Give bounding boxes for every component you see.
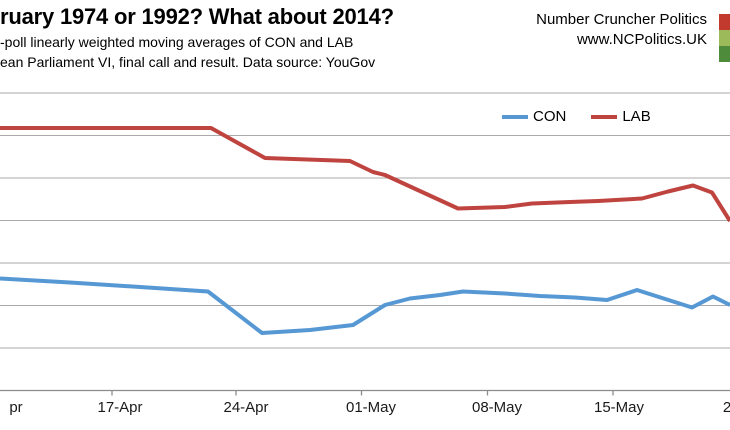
chart-subtitle-line2: ean Parliament VI, final call and result… <box>0 54 376 70</box>
brand-logo-square <box>719 46 730 62</box>
legend-item-lab: LAB <box>591 108 651 125</box>
legend-item-con: CON <box>502 108 566 125</box>
lab-line-swatch <box>591 114 618 119</box>
x-axis-label: 08-May <box>471 399 523 416</box>
brand-block: Number Cruncher Politics www.NCPolitics.… <box>536 10 707 50</box>
legend-label-lab: LAB <box>622 108 651 125</box>
brand-logo <box>719 14 730 62</box>
x-axis-label: 15-May <box>593 399 645 416</box>
chart-title: ruary 1974 or 1992? What about 2014? <box>0 4 394 29</box>
con-line <box>0 276 730 335</box>
x-axis-label: 17-Apr <box>97 399 143 416</box>
x-axis-label: 24-Apr <box>223 399 269 416</box>
x-axis-label: 2 <box>722 399 730 416</box>
legend-label-con: CON <box>533 108 567 125</box>
brand-name: Number Cruncher Politics <box>536 11 707 28</box>
brand-logo-square <box>719 30 730 46</box>
x-axis-label: 01-May <box>345 399 397 416</box>
lab-line <box>0 126 730 223</box>
chart-subtitle-line1: -poll linearly weighted moving averages … <box>0 34 354 50</box>
chart-header: ruary 1974 or 1992? What about 2014? -po… <box>0 2 394 72</box>
legend: CON LAB <box>502 108 651 125</box>
con-line-swatch <box>502 114 528 119</box>
x-axis-label: pr <box>9 399 23 416</box>
brand-url: www.NCPolitics.UK <box>576 31 707 48</box>
brand-logo-square <box>719 14 730 30</box>
